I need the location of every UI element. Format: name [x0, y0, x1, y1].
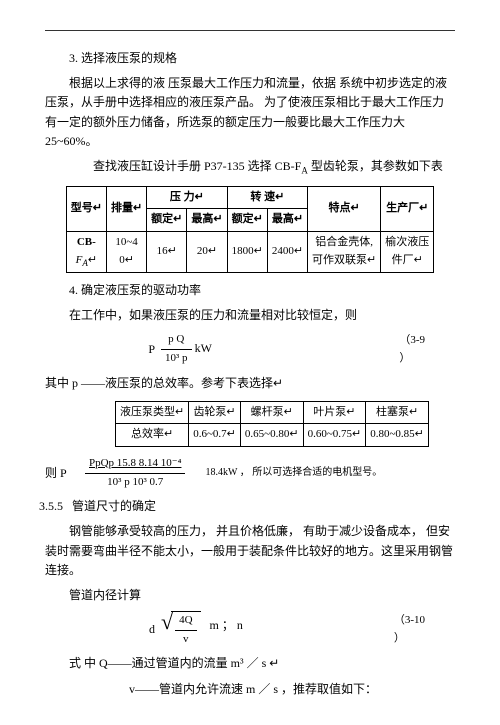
- calc-frac: PpQp 15.8 8.14 10⁻⁴ 10³ p 10³ 0.7: [85, 455, 185, 491]
- eff-h0: 液压泵类型↵: [116, 401, 189, 424]
- td-disp: 10~4 0↵: [106, 231, 146, 272]
- th-model: 型号↵: [66, 186, 106, 231]
- eq-3-9: P p Q 10³ p kW （3‑9 ）: [45, 331, 455, 367]
- where-q-a: 式 中 Q——通过管道内的流量 m³ ／ s: [69, 656, 266, 670]
- eff-r1: 0.6~0.7↵: [189, 424, 241, 447]
- eq310-lhs: d: [45, 620, 161, 639]
- sec3-title: 3. 选择液压泵的规格: [45, 49, 455, 68]
- top-rule: [45, 30, 455, 31]
- where-q-b: ↵: [269, 656, 279, 670]
- sec3-p1: 根据以上求得的液 压泵最大工作压力和流量，依据 系统中初步选定的液压泵，从手册中…: [45, 74, 455, 151]
- eq310-unit: m ； n: [210, 618, 243, 632]
- th-disp: 排量↵: [106, 186, 146, 231]
- eq39-lhs: P: [45, 340, 161, 359]
- th-feat: 特点↵: [308, 186, 381, 231]
- td-model-top: CB-: [77, 236, 96, 248]
- sec355-p1: 钢管能够承受较高的压力， 并且价格低廉， 有助于减少设备成本， 但安装时需要弯曲…: [45, 522, 455, 580]
- th-press: 压 力↵: [147, 186, 227, 209]
- eq310-frac: 4Q v: [175, 612, 196, 648]
- sec355-num: 3.5.5: [39, 499, 63, 513]
- calc-row: 则 P PpQp 15.8 8.14 10⁻⁴ 10³ p 10³ 0.7 18…: [45, 455, 455, 491]
- efficiency-table: 液压泵类型↵ 齿轮泵↵ 螺杆泵↵ 叶片泵↵ 柱塞泵↵ 总效率↵ 0.6~0.7↵…: [115, 401, 429, 447]
- eq-3-10: d √ 4Q v m ； n （3‑10 ）: [45, 611, 455, 648]
- eq39-top: p Q: [161, 331, 192, 350]
- eq39-unit: kW: [195, 341, 212, 355]
- calc-bot: 10³ p 10³ 0.7: [85, 474, 185, 492]
- eq310-tag: （3‑10 ）: [394, 612, 455, 647]
- eff-intro: 其中 p ——液压泵的总效率。参考下表选择↵: [45, 374, 455, 393]
- td-prated: 16↵: [147, 231, 187, 272]
- eq310-bot: v: [175, 631, 196, 649]
- eff-r2: 0.65~0.80↵: [240, 424, 303, 447]
- pump-spec-table: 型号↵ 排量↵ 压 力↵ 转 速↵ 特点↵ 生产厂↵ 额定↵ 最高↵ 额定↵ 最…: [66, 186, 435, 273]
- eff-h1: 齿轮泵↵: [189, 401, 241, 424]
- th-p-rated: 额定↵: [147, 209, 187, 232]
- calc-lhs: 则 P: [45, 464, 85, 483]
- td-smax: 2400↵: [267, 231, 307, 272]
- where-q: 式 中 Q——通过管道内的流量 m³ ／ s ↵: [45, 654, 455, 673]
- where-v: v——管道内允许流速 m ／ s ，推荐取值如下：: [45, 680, 455, 699]
- eq39-tag: （3‑9 ）: [399, 332, 455, 367]
- eq310-top: 4Q: [175, 612, 196, 631]
- eff-r3: 0.60~0.75↵: [303, 424, 366, 447]
- sec3-p2: 查找液压缸设计手册 P37-135 选择 CB-FA 型齿轮泵，其参数如下表: [45, 157, 455, 178]
- eq310-tag1: （3‑10: [394, 614, 425, 626]
- sec355-p2: 管道内径计算: [45, 586, 455, 605]
- eq39-tag2: ）: [399, 352, 410, 364]
- sec355-head: 3.5.5 管道尺寸的确定: [39, 497, 455, 516]
- td-model: CB-FA↵: [66, 231, 106, 272]
- sec4-p1: 在工作中，如果液压泵的压力和流量相对比较恒定，则: [45, 306, 455, 325]
- eq39-bot: 10³ p: [161, 350, 192, 368]
- th-s-max: 最高↵: [267, 209, 307, 232]
- th-p-max: 最高↵: [187, 209, 227, 232]
- th-speed: 转 速↵: [227, 186, 307, 209]
- eq39-tag1: （3‑9: [399, 334, 425, 346]
- td-feat: 铝合金壳体, 可作双联泵↵: [308, 231, 381, 272]
- calc-note: 18.4kW ， 所以可选择合适的电机型号。: [205, 465, 382, 481]
- th-s-rated: 额定↵: [227, 209, 267, 232]
- td-srated: 1800↵: [227, 231, 267, 272]
- calc-top: PpQp 15.8 8.14 10⁻⁴: [85, 455, 185, 474]
- eff-h4: 柱塞泵↵: [366, 401, 429, 424]
- eff-h3: 叶片泵↵: [303, 401, 366, 424]
- sec4-title: 4. 确定液压泵的驱动功率: [45, 281, 455, 300]
- eq39-frac: p Q 10³ p: [161, 331, 192, 367]
- th-mfr: 生产厂↵: [381, 186, 434, 231]
- td-pmax: 20↵: [187, 231, 227, 272]
- eq310-tag2: ）: [394, 632, 405, 644]
- sec355-title: 管道尺寸的确定: [72, 499, 156, 513]
- eff-h2: 螺杆泵↵: [240, 401, 303, 424]
- eff-r0: 总效率↵: [116, 424, 189, 447]
- td-mfr: 榆次液压 件厂↵: [381, 231, 434, 272]
- eff-r4: 0.80~0.85↵: [366, 424, 429, 447]
- eq310-sqrt: √ 4Q v: [161, 611, 201, 648]
- sec3-p2-text: 查找液压缸设计手册 P37-135 选择 CB-FA 型齿轮泵，其参数如下表: [93, 159, 443, 173]
